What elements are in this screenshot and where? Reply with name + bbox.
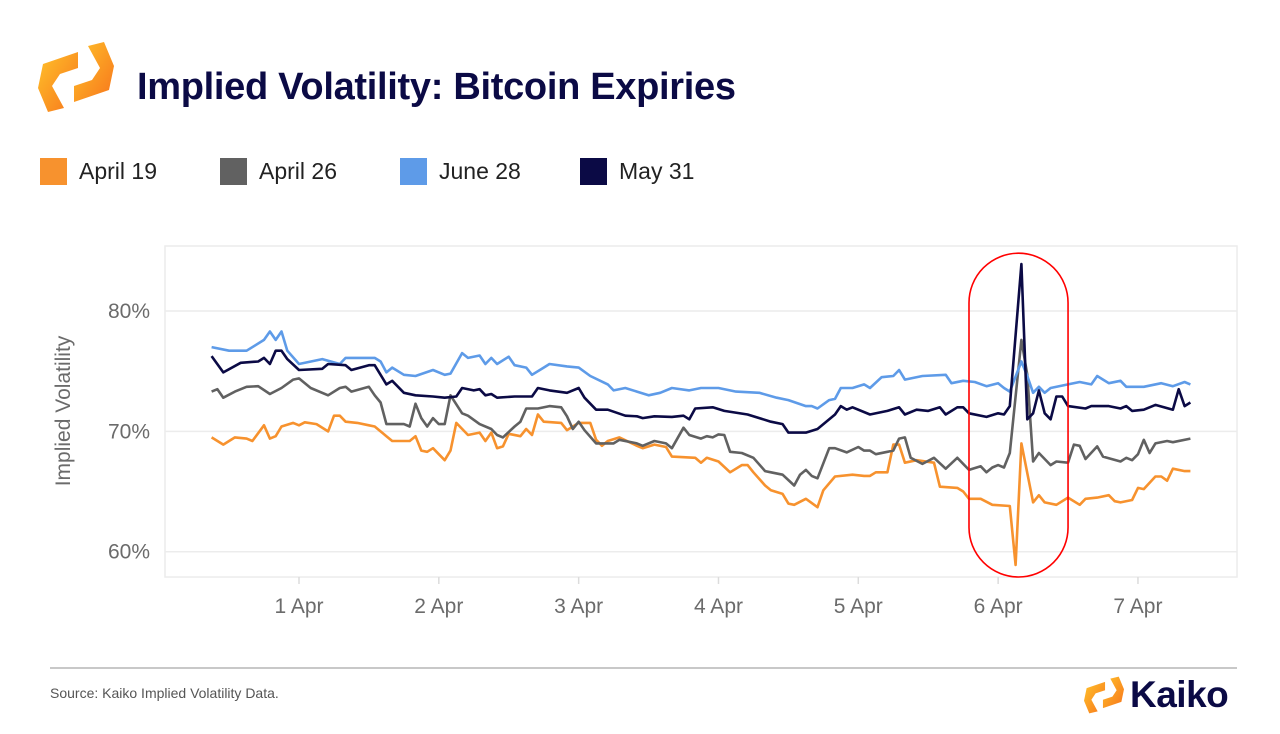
x-tick-label: 7 Apr [1113, 595, 1162, 618]
legend-swatch [580, 158, 607, 185]
y-tick-label: 70% [108, 420, 150, 443]
y-tick-label: 80% [108, 300, 150, 323]
legend-label: May 31 [619, 158, 695, 184]
x-tick-label: 2 Apr [414, 595, 463, 618]
series-line [211, 338, 1191, 487]
source-note: Source: Kaiko Implied Volatility Data. [50, 685, 279, 701]
legend-item-april-26[interactable]: April 26 [220, 158, 337, 185]
brand-name: Kaiko [1130, 674, 1229, 715]
kaiko-logo-icon [38, 42, 114, 112]
x-tick-label: 1 Apr [274, 595, 323, 618]
plot-frame [164, 245, 1238, 578]
legend-label: June 28 [439, 158, 521, 184]
kaiko-logo-icon [1084, 676, 1124, 714]
series-april-19 [210, 413, 1191, 567]
legend-swatch [400, 158, 427, 185]
series-line [210, 413, 1191, 567]
x-tick-label: 6 Apr [974, 595, 1023, 618]
y-axis-title: Implied Volatility [52, 335, 75, 486]
legend-item-april-19[interactable]: April 19 [40, 158, 157, 185]
series-line [211, 330, 1191, 410]
legend-item-june-28[interactable]: June 28 [400, 158, 521, 185]
series-may-31 [210, 262, 1192, 434]
series-june-28 [211, 330, 1191, 410]
highlight-annotation [968, 252, 1069, 578]
series-line [210, 262, 1192, 434]
series-april-26 [211, 338, 1191, 487]
x-tick-label: 3 Apr [554, 595, 603, 618]
footer-divider [50, 667, 1237, 669]
kaiko-brand: Kaiko [1084, 674, 1229, 716]
x-tick-label: 4 Apr [694, 595, 743, 618]
legend-label: April 26 [259, 158, 337, 184]
y-tick-label: 60% [108, 541, 150, 564]
legend-label: April 19 [79, 158, 157, 184]
x-tick-label: 5 Apr [834, 595, 883, 618]
legend-swatch [220, 158, 247, 185]
legend-swatch [40, 158, 67, 185]
chart-title: Implied Volatility: Bitcoin Expiries [137, 66, 736, 108]
legend-item-may-31[interactable]: May 31 [580, 158, 694, 185]
